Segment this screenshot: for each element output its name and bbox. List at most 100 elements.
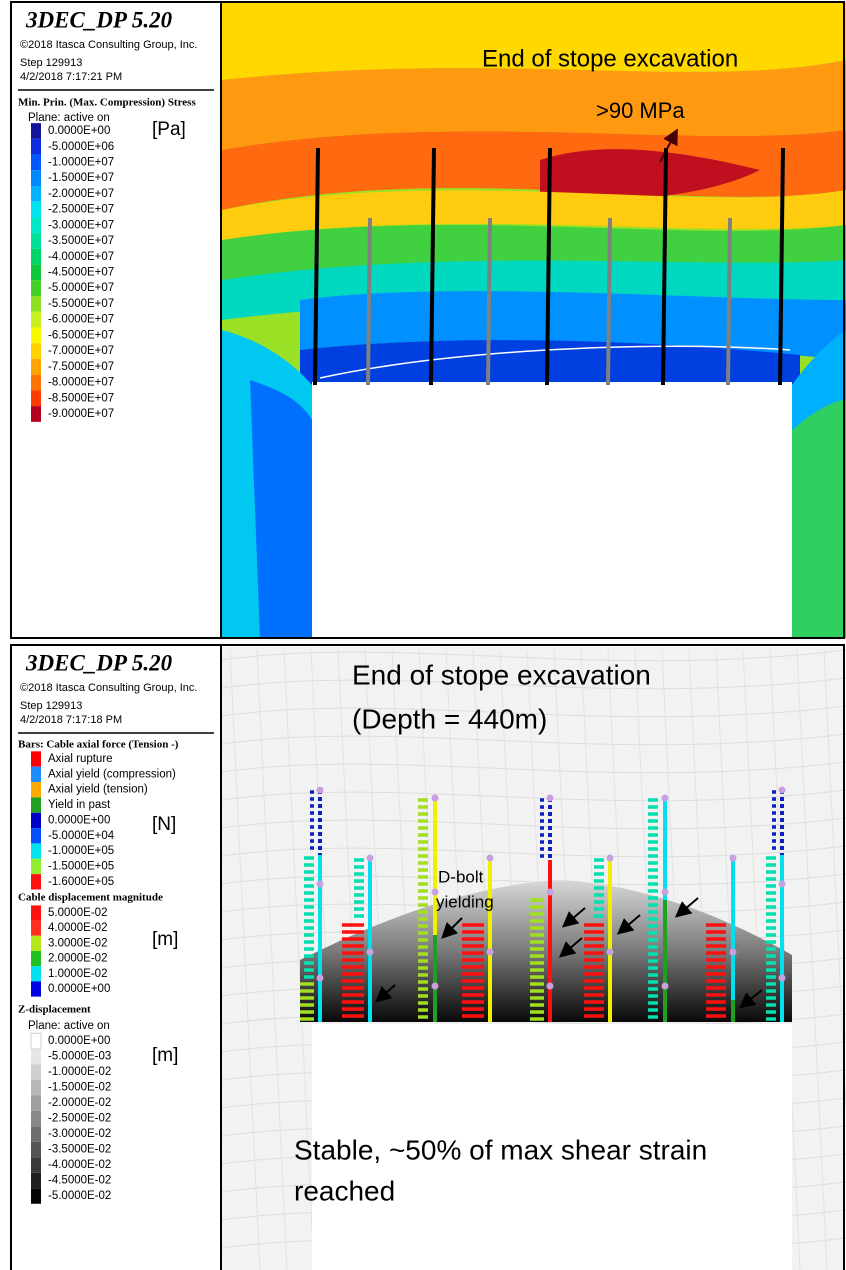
annotation: End of stope excavation [352,659,651,690]
legend-swatch [31,843,41,858]
cable-node [662,889,669,896]
legend-label: -5.0000E+07 [48,282,114,294]
legend-swatch [31,359,41,375]
legend-swatch [31,312,41,328]
software-title: 3DEC_DP 5.20 [25,650,173,675]
legend-swatch [31,966,41,981]
annotation: D-bolt [438,867,484,886]
legend-swatch [31,1064,41,1080]
legend-swatch [31,1142,41,1158]
legend-unit: [Pa] [152,119,186,140]
copyright: ©2018 Itasca Consulting Group, Inc. [20,39,197,51]
cable-node [547,889,554,896]
legend-swatch [31,1126,41,1142]
legend-unit: [m] [152,929,178,950]
legend-label: -7.0000E+07 [48,345,114,357]
legend-label: -6.5000E+07 [48,329,114,341]
cable-node [779,975,786,982]
legend-label: -9.0000E+07 [48,408,114,420]
stope [312,382,792,638]
legend-swatch [31,797,41,812]
cable-node [317,975,324,982]
legend-plane: Plane: active on [28,1020,110,1032]
legend-swatch [31,123,41,139]
legend-label: -5.5000E+07 [48,298,114,310]
legend-swatch [31,1188,41,1204]
legend-swatch [31,905,41,920]
cable-node [432,795,439,802]
legend-title: Bars: Cable axial force (Tension -) [18,739,179,751]
legend-label: Axial yield (tension) [48,784,148,796]
legend-swatch [31,155,41,171]
date: 4/2/2018 7:17:21 PM [20,71,122,83]
cable-node [487,949,494,956]
legend-swatch [31,1157,41,1173]
legend-label: -4.0000E-02 [48,1159,111,1171]
legend-swatch [31,1111,41,1127]
legend-swatch [31,936,41,951]
legend-label: 0.0000E+00 [48,125,110,137]
legend-label: Axial yield (compression) [48,768,176,780]
legend-swatch [31,1095,41,1111]
legend-swatch [31,249,41,265]
legend-label: -1.0000E-02 [48,1066,111,1078]
cable-node [730,855,737,862]
cable-node [607,949,614,956]
step: Step 129913 [20,700,82,712]
legend-label: -3.5000E-02 [48,1144,111,1156]
cable-node [317,787,324,794]
cable-node [779,787,786,794]
legend-label: -5.0000E-03 [48,1051,111,1063]
legend-label: -2.5000E+07 [48,204,114,216]
legend-swatch [31,981,41,996]
legend-unit: [N] [152,814,176,835]
legend-label: -3.5000E+07 [48,235,114,247]
legend-label: -1.5000E+07 [48,172,114,184]
band [792,400,846,638]
bolt [488,218,490,385]
annotation: (Depth = 440m) [352,703,547,734]
cable-node [432,983,439,990]
legend-swatch [31,202,41,218]
legend-label: 0.0000E+00 [48,814,110,826]
legend-label: -5.0000E+04 [48,830,115,842]
cable-node [367,949,374,956]
legend-label: -7.5000E+07 [48,361,114,373]
figure: 3DEC_DP 5.20 ©2018 Itasca Consulting Grou… [0,0,846,1270]
legend-swatch [31,828,41,843]
legend-label: Yield in past [48,799,111,811]
legend-swatch [31,170,41,186]
legend-swatch [31,859,41,874]
legend-swatch [31,217,41,233]
annotation: Stable, ~50% of max shear strain [294,1134,707,1165]
legend-label: 0.0000E+00 [48,983,110,995]
cable-node [487,855,494,862]
legend-label: -8.5000E+07 [48,392,114,404]
legend-label: 5.0000E-02 [48,907,107,919]
legend-swatch [31,782,41,797]
band [250,380,312,638]
cable-node [730,949,737,956]
legend-swatch [31,296,41,312]
software-title: 3DEC_DP 5.20 [25,7,173,32]
legend-plane: Plane: active on [28,112,110,124]
copyright: ©2018 Itasca Consulting Group, Inc. [20,682,197,694]
legend-label: -1.5000E+05 [48,860,114,872]
legend-label: -8.0000E+07 [48,377,114,389]
legend-title: Z-displacement [18,1004,91,1016]
legend-title: Cable displacement magnitude [18,892,163,904]
legend-swatch [31,767,41,782]
legend-label: 1.0000E-02 [48,968,107,980]
legend-swatch [31,406,41,422]
annotation: End of stope excavation [482,45,738,72]
bolt [368,218,370,385]
legend-swatch [31,233,41,249]
cable-node [547,983,554,990]
legend-swatch [31,390,41,406]
legend-label: -6.0000E+07 [48,314,114,326]
annotation: >90 MPa [596,98,685,123]
legend-label: -4.5000E+07 [48,267,114,279]
legend-swatch [31,1049,41,1065]
legend-label: 3.0000E-02 [48,937,107,949]
legend-label: -1.5000E-02 [48,1082,111,1094]
